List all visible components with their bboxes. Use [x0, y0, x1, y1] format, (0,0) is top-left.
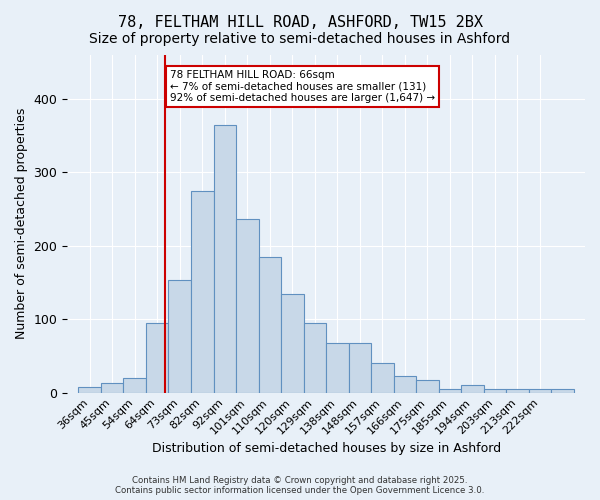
Bar — [484, 389, 506, 392]
Bar — [281, 294, 304, 392]
Bar — [124, 378, 146, 392]
Bar — [259, 257, 281, 392]
Bar — [529, 389, 551, 392]
Bar — [326, 342, 349, 392]
Bar — [304, 323, 326, 392]
Bar — [146, 323, 169, 392]
Bar — [439, 389, 461, 392]
Bar — [101, 383, 124, 392]
Bar — [461, 386, 484, 392]
Bar — [416, 380, 439, 392]
Bar — [191, 191, 214, 392]
Bar — [169, 280, 191, 392]
Bar — [236, 220, 259, 392]
Text: 78, FELTHAM HILL ROAD, ASHFORD, TW15 2BX: 78, FELTHAM HILL ROAD, ASHFORD, TW15 2BX — [118, 15, 482, 30]
Bar — [371, 363, 394, 392]
Bar — [394, 376, 416, 392]
Bar — [506, 389, 529, 392]
Bar — [79, 386, 101, 392]
X-axis label: Distribution of semi-detached houses by size in Ashford: Distribution of semi-detached houses by … — [152, 442, 500, 455]
Bar — [214, 124, 236, 392]
Bar — [349, 342, 371, 392]
Bar — [551, 389, 574, 392]
Text: 78 FELTHAM HILL ROAD: 66sqm
← 7% of semi-detached houses are smaller (131)
92% o: 78 FELTHAM HILL ROAD: 66sqm ← 7% of semi… — [170, 70, 435, 103]
Y-axis label: Number of semi-detached properties: Number of semi-detached properties — [15, 108, 28, 340]
Text: Size of property relative to semi-detached houses in Ashford: Size of property relative to semi-detach… — [89, 32, 511, 46]
Text: Contains HM Land Registry data © Crown copyright and database right 2025.
Contai: Contains HM Land Registry data © Crown c… — [115, 476, 485, 495]
